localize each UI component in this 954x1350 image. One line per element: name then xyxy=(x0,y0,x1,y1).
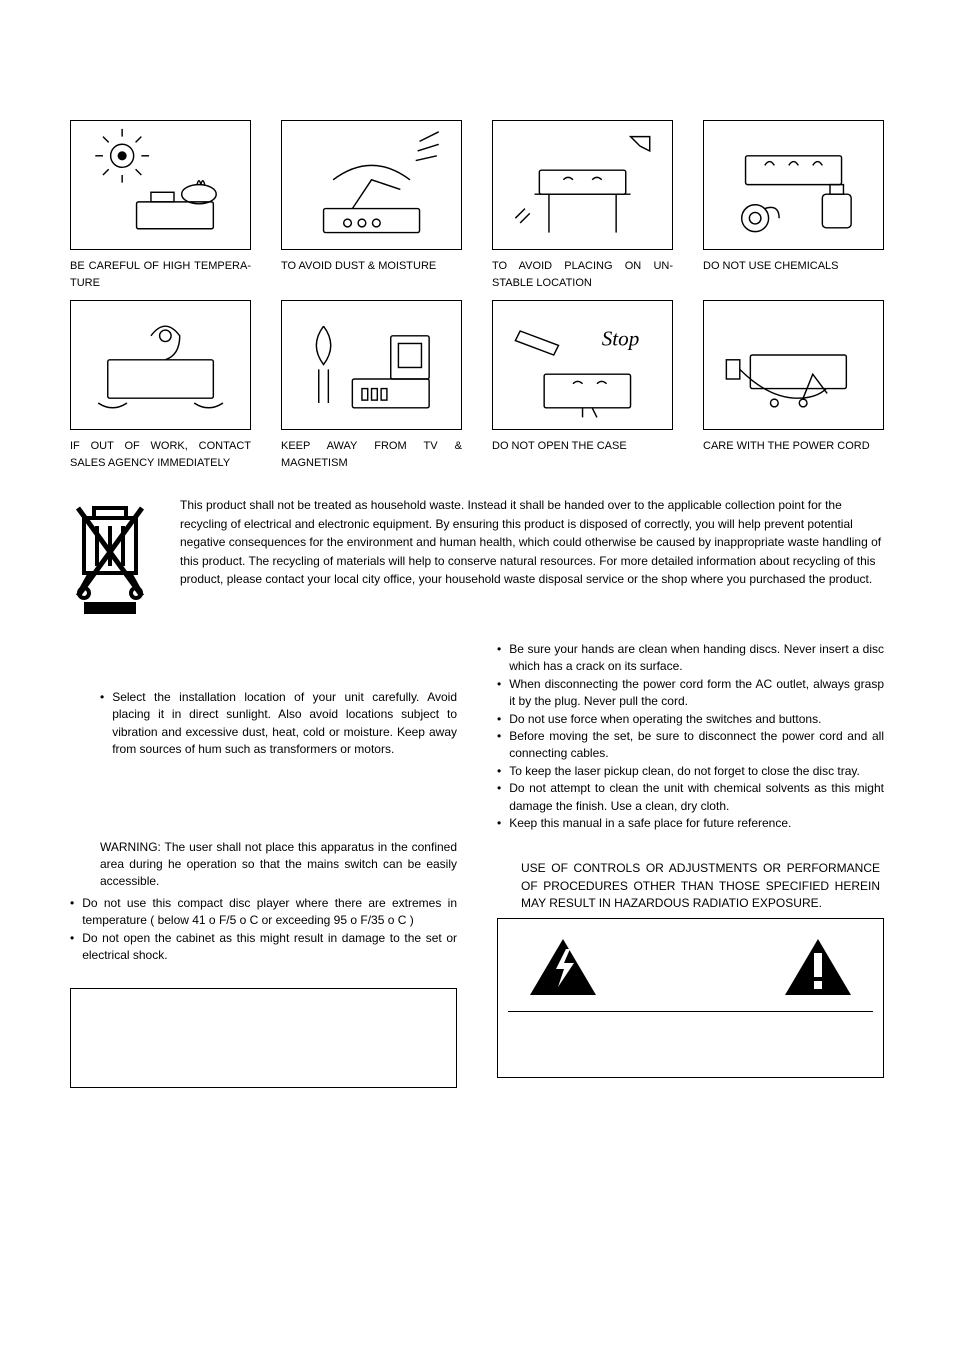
safety-caption: DO NOT USE CHEMICALS xyxy=(703,258,884,292)
bullet-text: Before moving the set, be sure to discon… xyxy=(509,728,884,763)
bullet-icon: • xyxy=(497,815,501,832)
bullet-text: To keep the laser pickup clean, do not f… xyxy=(509,763,860,780)
shock-hazard-icon xyxy=(528,937,598,997)
safety-cell-service: IF OUT OF WORK, CONTACT SALES AGENCY IMM… xyxy=(70,300,251,472)
bullet-text: Select the installation location of your… xyxy=(112,689,457,759)
safety-illustration-magnetism xyxy=(281,300,462,430)
right-bullet-3: • Do not use force when operating the sw… xyxy=(497,711,884,728)
right-column: • Be sure your hands are clean when hand… xyxy=(497,641,884,1088)
safety-illustration-unstable xyxy=(492,120,673,250)
weee-text: This product shall not be treated as hou… xyxy=(180,496,884,589)
safety-cell-chemicals: DO NOT USE CHEMICALS xyxy=(703,120,884,292)
bullet-text: Do not attempt to clean the unit with ch… xyxy=(509,780,884,815)
bullet-icon: • xyxy=(497,763,501,780)
bullet-text: Do not use this compact disc player wher… xyxy=(82,895,457,930)
safety-illustration-open-case: Stop xyxy=(492,300,673,430)
svg-text:Stop: Stop xyxy=(602,327,640,351)
bullet-icon: • xyxy=(497,676,501,711)
safety-caption: DO NOT OPEN THE CASE xyxy=(492,438,673,472)
bullet-icon: • xyxy=(497,711,501,728)
bullet-icon: • xyxy=(497,728,501,763)
body-columns: • Select the installation location of yo… xyxy=(70,641,884,1088)
left-column: • Select the installation location of yo… xyxy=(70,641,457,1088)
safety-cell-power-cord: CARE WITH THE POWER CORD xyxy=(703,300,884,472)
bullet-icon: • xyxy=(497,641,501,676)
bullet-icon: • xyxy=(70,930,74,965)
caution-icon xyxy=(783,937,853,997)
left-bullet-3: • Do not open the cabinet as this might … xyxy=(70,930,457,965)
safety-caption: BE CAREFUL OF HIGH TEMPERA-TURE xyxy=(70,258,251,292)
bullet-text: Do not use force when operating the swit… xyxy=(509,711,821,728)
weee-icon xyxy=(70,496,150,621)
safety-illustration-dust xyxy=(281,120,462,250)
weee-section: This product shall not be treated as hou… xyxy=(70,496,884,621)
safety-illustration-power-cord xyxy=(703,300,884,430)
bullet-icon: • xyxy=(497,780,501,815)
bullet-icon: • xyxy=(70,895,74,930)
right-bullet-2: • When disconnecting the power cord form… xyxy=(497,676,884,711)
bullet-text: When disconnecting the power cord form t… xyxy=(509,676,884,711)
left-empty-box xyxy=(70,988,457,1088)
right-bullet-6: • Do not attempt to clean the unit with … xyxy=(497,780,884,815)
left-bullet-1: • Select the installation location of yo… xyxy=(70,689,457,759)
warning-symbol-box xyxy=(497,918,884,1078)
hazard-warning: USE OF CONTROLS OR ADJUSTMENTS OR PERFOR… xyxy=(497,860,884,912)
left-warning: WARNING: The user shall not place this a… xyxy=(70,839,457,891)
safety-illustration-service xyxy=(70,300,251,430)
safety-cell-open-case: Stop DO NOT OPEN THE CASE xyxy=(492,300,673,472)
safety-illustration-chemicals xyxy=(703,120,884,250)
right-bullet-1: • Be sure your hands are clean when hand… xyxy=(497,641,884,676)
right-bullet-5: • To keep the laser pickup clean, do not… xyxy=(497,763,884,780)
bullet-text: Keep this manual in a safe place for fut… xyxy=(509,815,791,832)
right-bullet-4: • Before moving the set, be sure to disc… xyxy=(497,728,884,763)
safety-caption: CARE WITH THE POWER CORD xyxy=(703,438,884,472)
safety-cell-unstable: TO AVOID PLACING ON UN-STABLE LOCATION xyxy=(492,120,673,292)
safety-caption: TO AVOID PLACING ON UN-STABLE LOCATION xyxy=(492,258,673,292)
right-bullet-7: • Keep this manual in a safe place for f… xyxy=(497,815,884,832)
safety-caption: TO AVOID DUST & MOISTURE xyxy=(281,258,462,292)
bullet-text: Be sure your hands are clean when handin… xyxy=(509,641,884,676)
safety-illustration-temperature xyxy=(70,120,251,250)
safety-cell-dust: TO AVOID DUST & MOISTURE xyxy=(281,120,462,292)
safety-caption: KEEP AWAY FROM TV & MAGNETISM xyxy=(281,438,462,472)
safety-cell-magnetism: KEEP AWAY FROM TV & MAGNETISM xyxy=(281,300,462,472)
left-bullet-2: • Do not use this compact disc player wh… xyxy=(70,895,457,930)
safety-caption: IF OUT OF WORK, CONTACT SALES AGENCY IMM… xyxy=(70,438,251,472)
safety-grid: BE CAREFUL OF HIGH TEMPERA-TURE TO AVOID… xyxy=(70,120,884,472)
safety-cell-temperature: BE CAREFUL OF HIGH TEMPERA-TURE xyxy=(70,120,251,292)
bullet-icon: • xyxy=(100,689,104,759)
bullet-text: Do not open the cabinet as this might re… xyxy=(82,930,457,965)
